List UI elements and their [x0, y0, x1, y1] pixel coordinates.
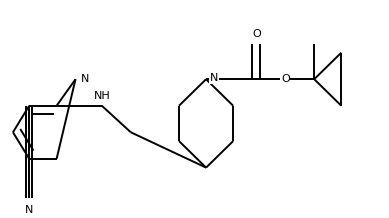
Text: O: O	[281, 74, 290, 84]
Text: NH: NH	[93, 92, 110, 102]
Text: O: O	[252, 29, 261, 39]
Text: N: N	[81, 74, 89, 84]
Text: N: N	[25, 205, 33, 215]
Text: N: N	[210, 73, 218, 83]
